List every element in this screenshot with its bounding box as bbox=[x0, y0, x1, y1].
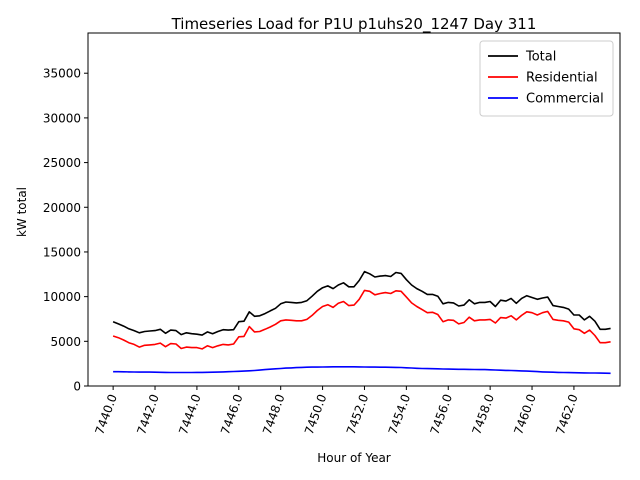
x-tick-label: 7458.0 bbox=[469, 392, 497, 436]
y-tick-label: 25000 bbox=[43, 156, 81, 170]
series-line-residential bbox=[112, 289, 611, 350]
legend-label-commercial: Commercial bbox=[526, 92, 604, 107]
x-tick-label: 7446.0 bbox=[218, 392, 246, 436]
x-axis: 7440.0 7442.0 7444.0 7446.0 7448.0 7450.0 7452… bbox=[92, 386, 581, 436]
x-tick-label: 7456.0 bbox=[428, 392, 456, 436]
y-tick-label: 30000 bbox=[43, 111, 81, 125]
x-tick-label: 7442.0 bbox=[134, 392, 162, 436]
y-tick-label: 15000 bbox=[43, 245, 81, 259]
x-tick-label: 7462.0 bbox=[553, 392, 581, 436]
y-tick-label: 0 bbox=[73, 380, 81, 394]
legend-label-residential: Residential bbox=[526, 71, 598, 86]
x-tick-label: 7452.0 bbox=[344, 392, 372, 436]
x-tick-label: 7440.0 bbox=[92, 392, 120, 436]
plot-frame bbox=[87, 32, 621, 387]
y-tick-label: 20000 bbox=[43, 201, 81, 215]
y-tick-label: 5000 bbox=[50, 335, 81, 349]
y-tick-label: 35000 bbox=[43, 67, 81, 81]
legend: Total Residential Commercial bbox=[479, 40, 614, 117]
x-tick-label: 7450.0 bbox=[302, 392, 330, 436]
x-axis-label: Hour of Year bbox=[317, 451, 391, 465]
x-tick-label: 7448.0 bbox=[260, 392, 288, 436]
series-line-commercial bbox=[113, 365, 611, 375]
y-axis: 0 5000 10000 15000 20000 25000 30000 35000 bbox=[43, 67, 88, 394]
chart-title: Timeseries Load for P1U p1uhs20_1247 Day… bbox=[171, 15, 537, 34]
x-tick-label: 7460.0 bbox=[511, 392, 539, 436]
series-line-total bbox=[112, 270, 611, 336]
plot-lines bbox=[112, 270, 611, 375]
x-tick-label: 7444.0 bbox=[176, 392, 204, 436]
legend-label-total: Total bbox=[525, 50, 556, 65]
y-tick-label: 10000 bbox=[43, 290, 81, 304]
x-tick-label: 7454.0 bbox=[386, 392, 414, 436]
y-axis-label: kW total bbox=[15, 187, 29, 237]
